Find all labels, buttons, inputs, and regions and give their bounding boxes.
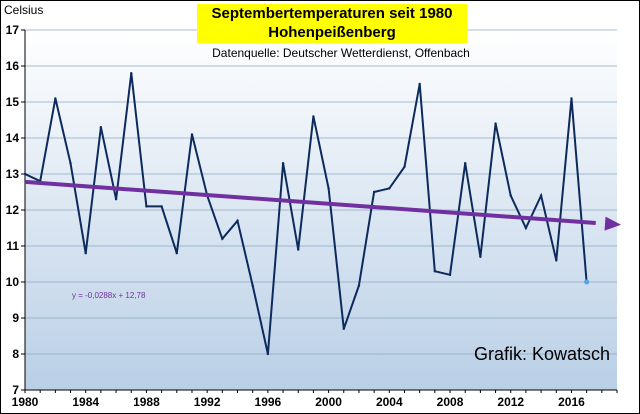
data-point — [464, 162, 467, 165]
chart-subtitle: Hohenpeißenberg — [268, 24, 396, 41]
data-point — [403, 165, 406, 168]
y-tick-label: 11 — [6, 239, 19, 253]
y-tick-label: 10 — [6, 275, 20, 289]
data-point — [539, 194, 543, 197]
data-point — [312, 115, 315, 118]
data-point — [327, 187, 330, 190]
x-tick-label: 1992 — [194, 395, 221, 409]
data-point — [479, 255, 482, 258]
tick-labels: 7 8 9 10 11 12 13 14 15 16 17 1980 1984 1988 1992 1996 2… — [6, 23, 585, 409]
data-point — [297, 248, 300, 251]
data-point — [266, 352, 270, 356]
y-tick-label: 15 — [6, 95, 20, 109]
trend-line — [24, 179, 596, 225]
x-tick-label: 2004 — [376, 395, 403, 409]
data-point — [114, 198, 118, 201]
y-tick-label: 17 — [6, 23, 20, 37]
data-point — [251, 284, 254, 287]
temperature-line — [24, 73, 588, 355]
data-point — [418, 82, 421, 86]
x-tick-label: 2008 — [437, 395, 464, 409]
x-tick-label: 1980 — [12, 395, 39, 409]
y-tick-label: 9 — [12, 311, 19, 325]
x-tick-label: 2016 — [558, 395, 585, 409]
data-source-label: Datenquelle: Deutscher Wetterdienst, Off… — [212, 46, 470, 60]
last-data-point — [584, 279, 590, 285]
y-tick-label: 8 — [12, 347, 19, 361]
data-point — [433, 270, 437, 273]
data-point — [145, 205, 148, 208]
y-tick-label: 13 — [6, 167, 20, 181]
data-point — [236, 219, 239, 222]
data-point — [372, 190, 376, 194]
data-point — [555, 259, 558, 262]
y-tick-label: 12 — [6, 203, 20, 217]
x-tick-label: 2012 — [497, 395, 524, 409]
data-point — [524, 226, 528, 230]
data-point — [509, 194, 512, 197]
data-point — [570, 97, 573, 100]
data-point — [388, 187, 391, 190]
data-point — [494, 122, 497, 125]
graphic-credit: Grafik: Kowatsch — [474, 344, 611, 364]
chart-title: Septembertemperaturen seit 1980 — [211, 5, 453, 22]
x-tick-label: 1996 — [255, 395, 282, 409]
data-point — [160, 205, 163, 208]
data-point — [130, 72, 133, 75]
trend-line-group — [24, 179, 621, 231]
x-tick-label: 1988 — [133, 395, 160, 409]
trend-arrowhead — [604, 216, 621, 231]
x-tick-label: 2000 — [315, 395, 342, 409]
data-point — [175, 252, 178, 255]
data-point — [54, 97, 57, 100]
axes — [21, 29, 618, 393]
y-tick-label: 7 — [12, 383, 19, 397]
data-point — [69, 162, 72, 165]
x-tick-label: 1984 — [72, 395, 99, 409]
data-point — [99, 126, 103, 129]
trendline-equation: y = -0,0288x + 12,78 — [72, 291, 146, 300]
chart-title-box: Septembertemperaturen seit 1980 Hohenpei… — [197, 4, 467, 43]
y-tick-label: 16 — [6, 59, 20, 73]
data-point — [357, 284, 361, 287]
data-point — [448, 273, 452, 276]
data-point — [342, 327, 345, 330]
y-axis-unit-label: Celsius — [4, 3, 44, 17]
data-point — [84, 252, 87, 255]
data-point — [190, 133, 194, 136]
data-point — [23, 172, 27, 176]
data-point — [221, 237, 224, 240]
data-point — [281, 162, 285, 165]
y-tick-label: 14 — [6, 131, 20, 145]
